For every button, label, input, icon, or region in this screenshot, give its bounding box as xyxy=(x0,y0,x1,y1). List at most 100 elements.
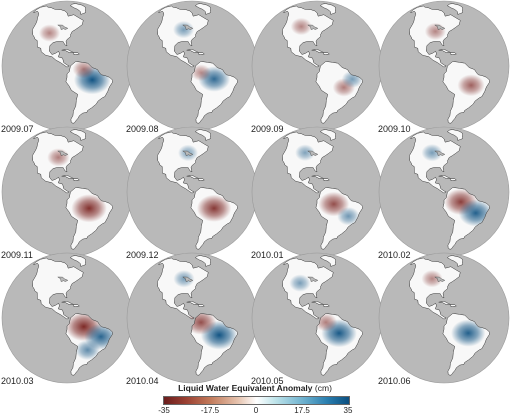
legend-tick-pos-mid: 17.5 xyxy=(294,406,310,415)
legend-title-text: Liquid Water Equivalent Anomaly xyxy=(178,383,313,393)
panel-date-label: 2010.06 xyxy=(378,376,411,386)
land-shape xyxy=(311,49,324,53)
dry-anomaly xyxy=(38,24,61,42)
coastline xyxy=(186,300,199,305)
legend-tick-zero: 0 xyxy=(253,406,259,415)
land-shape xyxy=(32,257,84,320)
coastline xyxy=(438,300,451,305)
coastline xyxy=(323,52,330,55)
anomaly-layer xyxy=(289,274,357,348)
coastline xyxy=(311,48,324,53)
great-lakes xyxy=(57,24,69,30)
globe-panel: 2010.05 xyxy=(251,252,383,386)
coastline xyxy=(315,187,363,250)
land-shape xyxy=(311,175,324,179)
dry-anomaly xyxy=(71,194,107,223)
great-lakes xyxy=(307,276,319,282)
land-shape xyxy=(61,175,74,179)
great-lakes xyxy=(434,150,446,156)
coastline xyxy=(450,178,457,181)
anomaly-layer xyxy=(173,270,238,350)
coastline xyxy=(194,255,212,267)
coastline xyxy=(442,313,490,376)
coastline xyxy=(32,5,84,68)
coastline xyxy=(409,131,461,194)
globe-rim xyxy=(378,252,510,384)
coastline xyxy=(73,52,80,55)
coastline xyxy=(282,131,334,194)
land-shape xyxy=(282,131,334,194)
coastline xyxy=(61,300,74,305)
coastline xyxy=(282,5,334,68)
coastline xyxy=(61,48,74,53)
great-lakes xyxy=(182,24,194,30)
coastline xyxy=(186,48,199,53)
globe-panel: 2009.10 xyxy=(378,0,510,134)
globe-panel: 2009.07 xyxy=(1,0,133,134)
coastline xyxy=(73,304,80,307)
wet-anomaly xyxy=(75,339,100,361)
land-shape xyxy=(438,301,451,305)
coastline xyxy=(311,174,324,179)
coastline xyxy=(65,187,113,250)
land-shape xyxy=(186,301,199,305)
land-shape xyxy=(409,131,461,194)
coastline xyxy=(69,3,87,15)
wet-anomaly xyxy=(173,270,195,288)
coastline xyxy=(65,313,113,376)
coastline xyxy=(32,131,84,194)
land-shape xyxy=(157,257,209,320)
coastline xyxy=(157,131,209,194)
coastline xyxy=(190,187,238,250)
anomaly-layer xyxy=(173,20,231,92)
coastline xyxy=(442,61,490,124)
globe-panel: 2009.12 xyxy=(126,126,258,260)
great-lakes xyxy=(182,150,194,156)
anomaly-layer xyxy=(421,270,486,347)
coastline xyxy=(65,61,113,124)
land-shape xyxy=(447,3,463,15)
panel-date-label: 2009.11 xyxy=(1,250,33,260)
coastline xyxy=(319,3,337,15)
coastline xyxy=(282,257,334,320)
land-shape xyxy=(409,257,461,320)
coastline xyxy=(446,255,464,267)
coastline xyxy=(73,178,80,181)
land-shape xyxy=(61,49,74,53)
land-shape xyxy=(311,301,324,305)
wet-anomaly xyxy=(295,144,316,161)
land-shape xyxy=(186,49,199,53)
coastline xyxy=(157,257,209,320)
panel-date-label: 2009.10 xyxy=(378,124,411,134)
coastline xyxy=(311,300,324,305)
panel-date-label: 2010.01 xyxy=(251,250,284,260)
wet-anomaly xyxy=(289,274,311,292)
coastline xyxy=(315,61,363,124)
dry-anomaly xyxy=(196,194,232,222)
land-shape xyxy=(61,301,74,305)
coastline xyxy=(61,174,74,179)
great-lakes xyxy=(57,150,69,156)
coastline xyxy=(450,52,457,55)
land-shape xyxy=(438,175,451,179)
panel-date-label: 2009.08 xyxy=(126,124,159,134)
legend-colorbar xyxy=(163,396,350,405)
land-shape xyxy=(320,3,336,15)
coastline xyxy=(438,174,451,179)
panel-date-label: 2010.02 xyxy=(378,250,411,260)
globe-panel: 2009.08 xyxy=(126,0,258,134)
great-lakes xyxy=(307,24,319,30)
land-shape xyxy=(195,3,211,15)
land-shape xyxy=(157,131,209,194)
coastline xyxy=(319,129,337,141)
panel-date-label: 2009.07 xyxy=(1,124,34,134)
land-shape xyxy=(195,255,211,267)
dry-anomaly xyxy=(290,17,312,36)
globe-panel: 2010.04 xyxy=(126,252,258,386)
coastline xyxy=(194,3,212,15)
coastline xyxy=(32,257,84,320)
coastline xyxy=(157,5,209,68)
land-shape xyxy=(447,255,463,267)
dry-anomaly xyxy=(457,74,485,97)
